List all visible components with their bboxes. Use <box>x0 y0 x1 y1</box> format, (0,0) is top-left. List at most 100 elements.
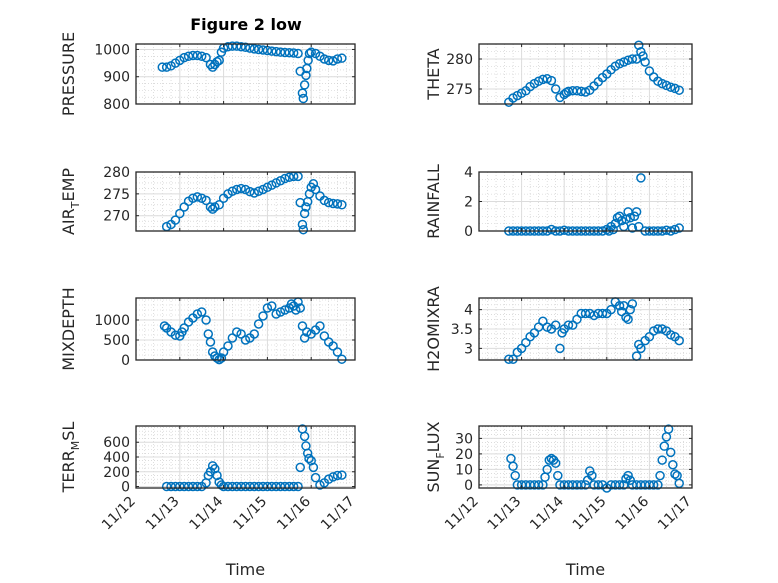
y-axis-label-main: PRESSURE <box>59 32 78 116</box>
x-tick-label: 11/15 <box>230 494 270 534</box>
data-point <box>205 337 216 347</box>
data-point <box>310 472 321 483</box>
data-point <box>550 84 561 94</box>
data-point <box>332 54 343 64</box>
data-point <box>542 74 552 84</box>
data-point <box>293 481 303 492</box>
data-point <box>179 52 189 63</box>
x-tick-label: 11/14 <box>187 493 227 533</box>
y-axis-label: PRESSURE <box>59 32 78 116</box>
y-axis-label: SUNFLUX <box>424 421 447 492</box>
data-point <box>533 480 544 490</box>
data-point <box>280 305 290 315</box>
data-point <box>303 55 313 66</box>
data-point <box>670 224 680 235</box>
data-point <box>306 47 316 57</box>
data-point <box>328 198 338 209</box>
data-point <box>337 470 347 480</box>
data-point <box>555 343 565 354</box>
data-point <box>304 189 315 199</box>
data-point <box>203 329 214 339</box>
y-tick-label: 275 <box>446 82 473 98</box>
data-point <box>210 464 220 474</box>
data-point <box>253 44 264 55</box>
data-point <box>258 45 268 55</box>
axes-box <box>135 43 356 105</box>
data-point <box>223 341 233 351</box>
data-point <box>627 223 638 233</box>
data-point <box>249 329 260 339</box>
data-point <box>236 481 246 492</box>
x-tick-label: 11/13 <box>143 494 183 534</box>
data-point <box>657 455 667 465</box>
y-tick-label: 0 <box>121 480 130 496</box>
axes-box <box>135 297 356 361</box>
data-point <box>201 52 211 63</box>
data-point <box>670 83 680 94</box>
axes-box <box>135 171 356 232</box>
data-point <box>170 215 181 225</box>
data-point <box>216 353 227 363</box>
data-point <box>271 46 281 57</box>
y-axis-label-main: MIXDEPTH <box>59 287 78 370</box>
x-tick-label: 11/15 <box>570 494 610 534</box>
data-point <box>337 354 347 364</box>
y-axis-label-main: AIR <box>59 208 78 235</box>
data-point <box>631 207 642 217</box>
data-point <box>212 470 222 481</box>
data-point <box>332 347 343 357</box>
data-point <box>623 470 633 481</box>
y-axis-label: THETA <box>424 48 443 100</box>
data-point <box>332 199 343 209</box>
data-point <box>328 56 338 66</box>
data-point <box>616 215 627 226</box>
panel-air-temp: 270 275 280 AIRTEMP <box>59 165 356 235</box>
y-axis-label-subscript: M <box>69 441 82 451</box>
data-point <box>240 42 251 53</box>
data-point <box>665 82 676 92</box>
data-point <box>655 470 665 481</box>
series-air-temp <box>161 171 347 235</box>
y-axis-label-main: H2OMIXRA <box>424 286 443 372</box>
data-point <box>212 56 222 67</box>
x-tick-label: 11/16 <box>612 493 652 533</box>
data-point <box>653 324 663 334</box>
data-point <box>240 335 251 345</box>
x-tick-label: 11/12 <box>442 494 482 534</box>
data-point <box>553 470 563 481</box>
data-point <box>295 303 305 313</box>
data-point <box>510 470 520 481</box>
data-point <box>587 470 597 481</box>
data-point <box>280 173 290 184</box>
data-point <box>563 320 574 330</box>
data-point <box>298 93 309 104</box>
data-point <box>614 59 625 69</box>
data-point <box>249 44 260 54</box>
data-point <box>236 183 246 194</box>
data-point <box>157 62 168 72</box>
panel-h2o-mixratio: 3 3.5 4 H2OMIXRA <box>424 286 693 372</box>
y-tick-label: 0 <box>464 224 473 240</box>
data-point <box>550 458 561 468</box>
data-point <box>323 55 334 66</box>
data-point <box>506 453 516 464</box>
data-point <box>328 472 338 482</box>
data-point <box>533 76 544 86</box>
data-point <box>183 481 194 492</box>
data-point <box>297 321 308 331</box>
x-tick-label: 11/14 <box>527 493 567 533</box>
data-point <box>262 303 273 313</box>
data-point <box>627 54 638 64</box>
y-tick-label: 200 <box>103 465 130 481</box>
data-point <box>227 481 238 492</box>
data-point <box>593 480 604 490</box>
data-point <box>188 193 198 203</box>
data-point <box>216 480 227 490</box>
data-point <box>293 48 303 59</box>
data-point <box>634 40 644 50</box>
x-tick-label: 11/16 <box>274 493 314 533</box>
